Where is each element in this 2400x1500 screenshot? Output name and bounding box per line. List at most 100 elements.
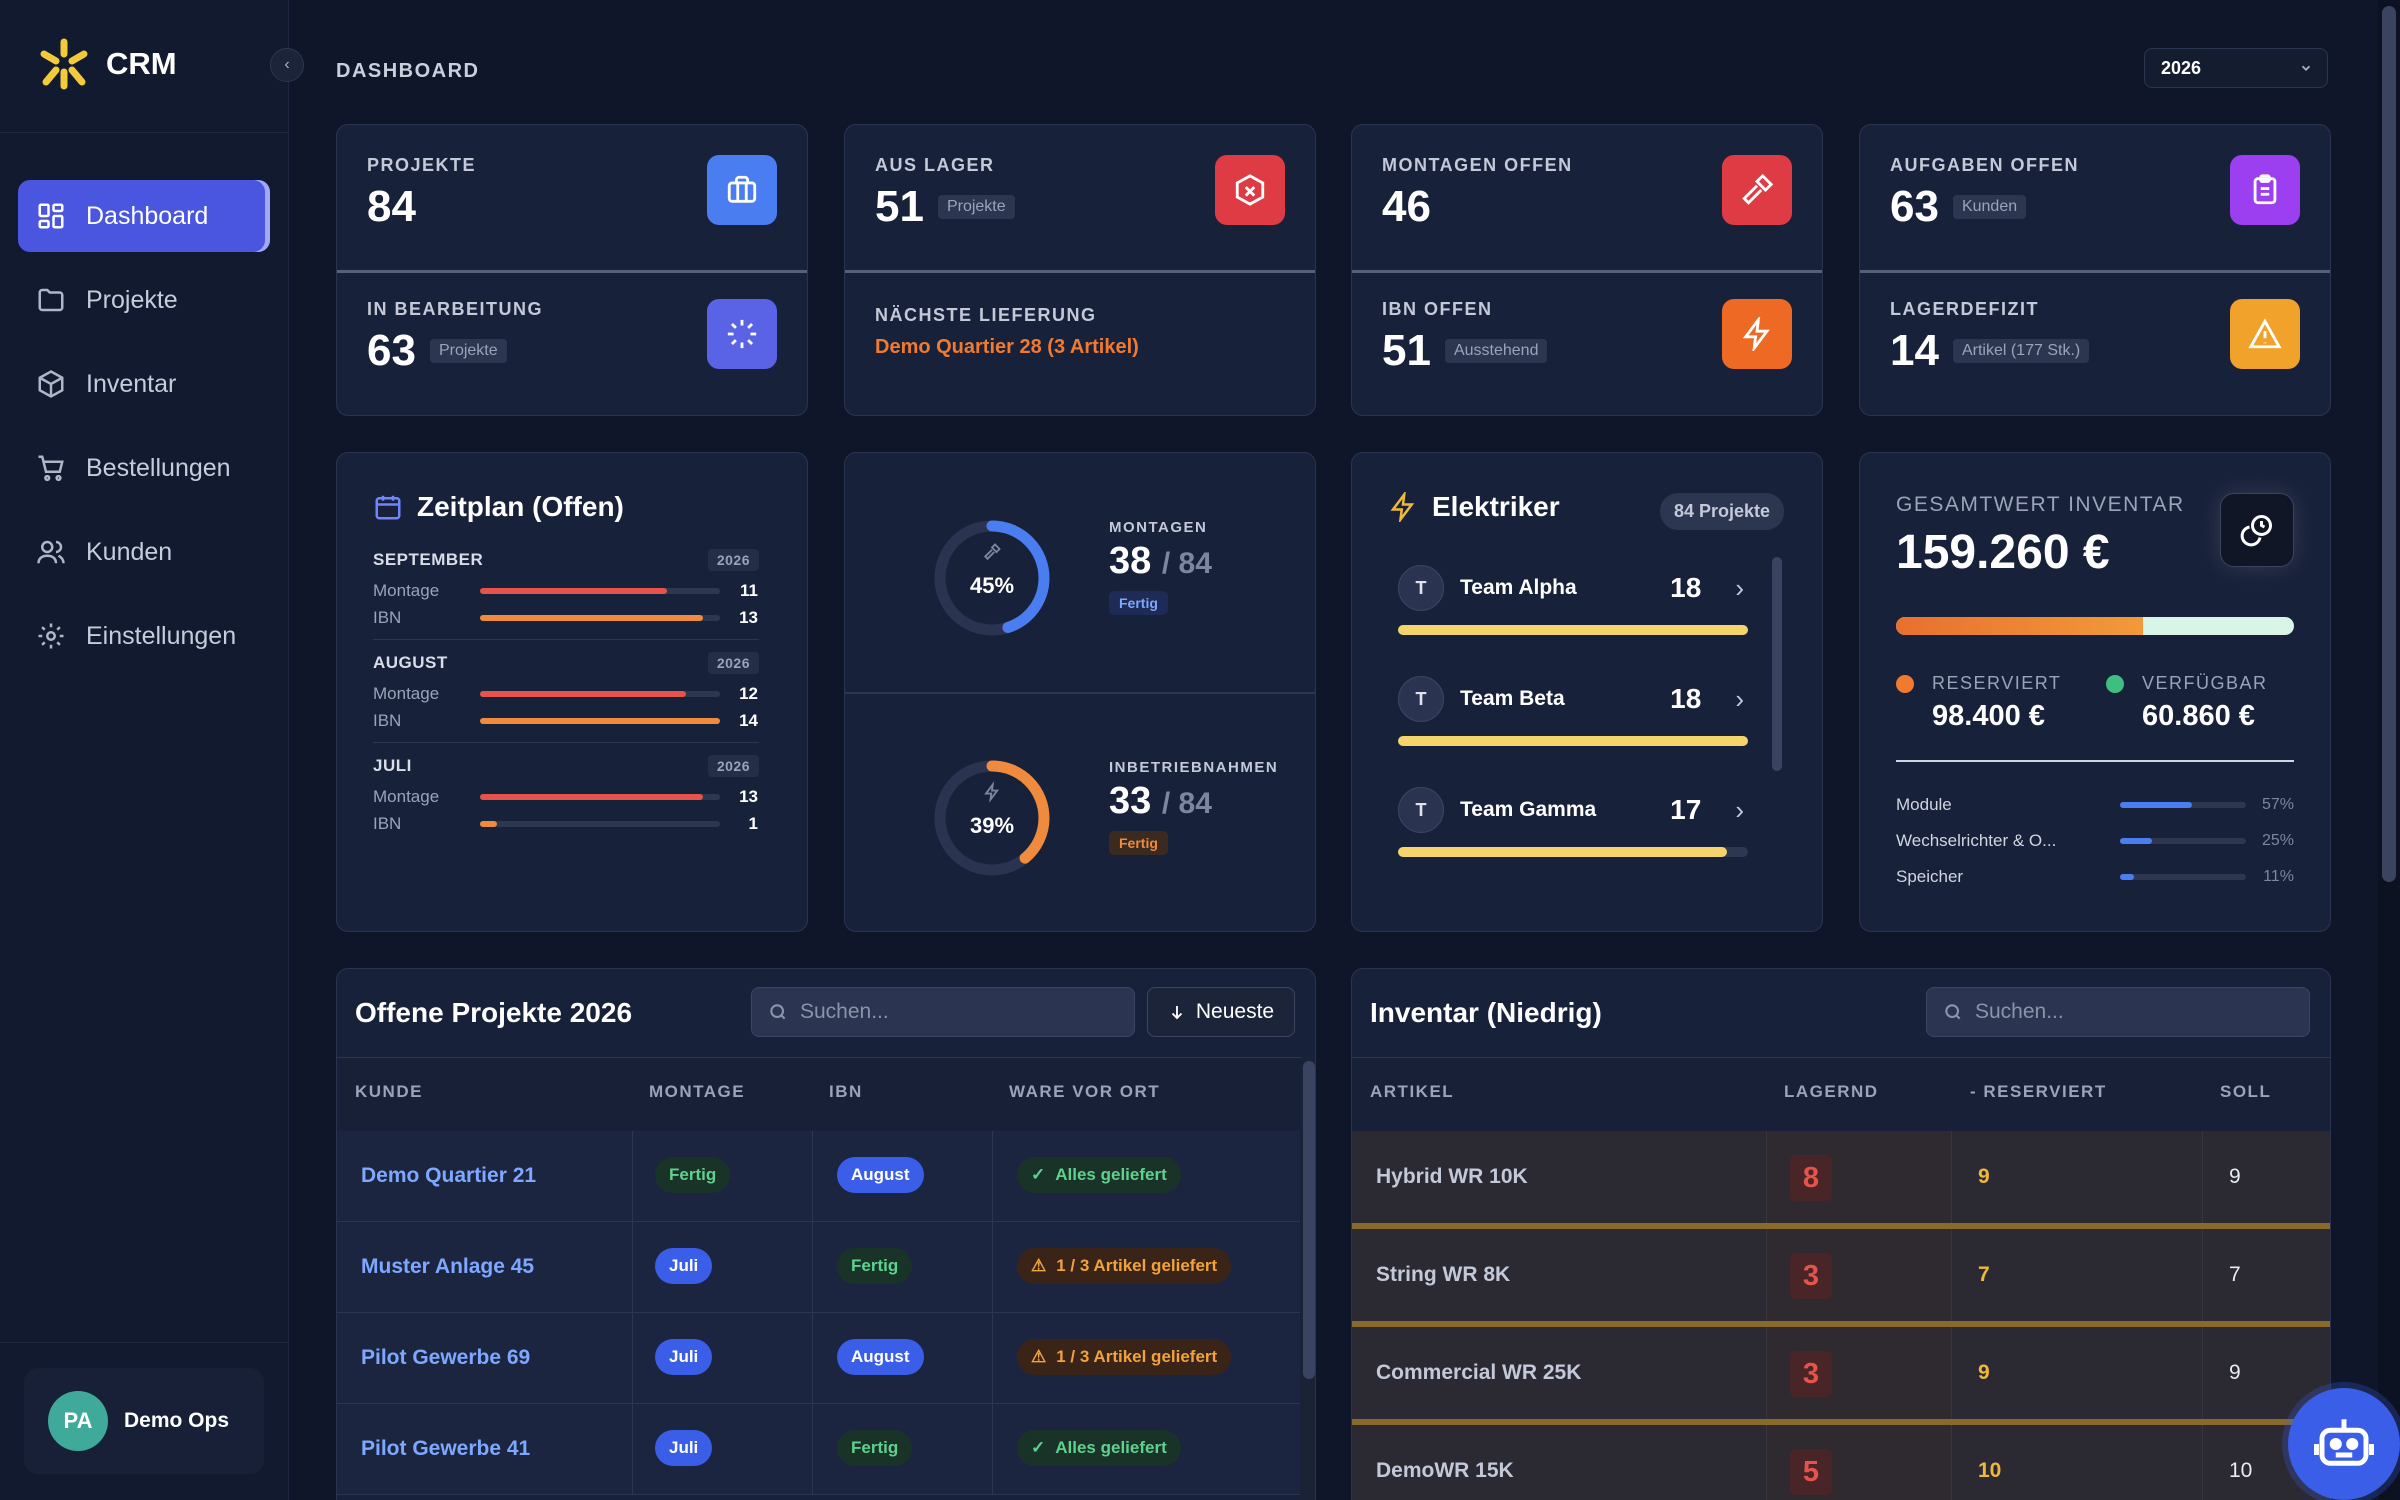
sort-label: Neueste <box>1195 1000 1275 1023</box>
column-header: IBN <box>829 1082 863 1101</box>
page-scrollbar[interactable] <box>2382 6 2396 882</box>
schedule-row: Montage 11 <box>373 577 759 604</box>
customer-link[interactable]: Demo Quartier 21 <box>361 1164 537 1187</box>
column-divider <box>992 1404 993 1494</box>
sidebar-item-label: Kunden <box>86 537 173 566</box>
progress-inbetriebnahmen[interactable]: 39% INBETRIEBNAHMEN 33 / 84 Fertig <box>845 693 1315 931</box>
stat-tag: Ausstehend <box>1444 339 1548 363</box>
sidebar-item-inventar[interactable]: Inventar <box>18 348 270 420</box>
next-delivery-link[interactable]: Demo Quartier 28 (3 Artikel) <box>875 336 1139 358</box>
montage-badge: Fertig <box>655 1157 731 1193</box>
table-row[interactable]: Hybrid WR 10K 8 9 9 <box>1352 1131 2330 1229</box>
sidebar-item-einstellungen[interactable]: Einstellungen <box>18 600 270 672</box>
user-name: Demo Ops <box>124 1409 230 1432</box>
stat-value: 63 <box>367 326 416 375</box>
stat-tag: Kunden <box>1952 195 2027 219</box>
schedule-bar <box>480 614 720 621</box>
column-header: KUNDE <box>355 1082 423 1101</box>
progress-montagen[interactable]: 45% MONTAGEN 38 / 84 Fertig <box>845 453 1315 693</box>
robot-icon <box>2314 1419 2374 1466</box>
column-divider <box>632 1404 633 1494</box>
available-value: 60.860 € <box>2142 700 2255 732</box>
schedule-row-value: 14 <box>739 710 758 730</box>
sidebar-item-projekte[interactable]: Projekte <box>18 264 270 336</box>
team-progress-bar <box>1398 847 1748 857</box>
reserved-legend: RESERVIERT 98.400 € <box>1896 673 2061 733</box>
user-card[interactable]: PA Demo Ops <box>24 1368 264 1474</box>
table-row[interactable]: Pilot Gewerbe 69 Juli August ⚠ 1 / 3 Artikel… <box>337 1313 1300 1404</box>
year-select[interactable]: 2026 <box>2144 48 2328 88</box>
sun-logo-icon <box>40 38 88 90</box>
schedule-row: Montage 12 <box>373 680 759 707</box>
customer-link[interactable]: Pilot Gewerbe 41 <box>361 1437 531 1460</box>
progress-value: 33 <box>1109 780 1152 822</box>
table-row[interactable]: Pilot Gewerbe 41 Juli Fertig ✓ Alles geliefe… <box>337 1404 1300 1495</box>
app-logo[interactable]: CRM <box>36 36 177 92</box>
projects-table-title: Offene Projekte 2026 <box>355 997 633 1028</box>
sidebar-item-bestellungen[interactable]: Bestellungen <box>18 432 270 504</box>
stat-ibn-offen[interactable]: IBN OFFEN 51 Ausstehend <box>1352 273 1822 415</box>
stat-projekte[interactable]: PROJEKTE 84 <box>337 125 807 270</box>
category-name: Wechselrichter & O... <box>1896 831 2057 850</box>
table-row[interactable]: Muster Anlage 45 Juli Fertig ⚠ 1 / 3 Artikel… <box>337 1222 1300 1313</box>
coins-icon[interactable] <box>2220 493 2294 567</box>
inventory-value-total: 159.260 € <box>1896 526 2110 579</box>
stat-value: 14 <box>1890 326 1939 375</box>
table-row[interactable]: String WR 8K 3 7 7 <box>1352 1229 2330 1327</box>
montage-badge: Juli <box>655 1248 713 1284</box>
team-row[interactable]: T Team Gamma 17 › <box>1398 787 1748 857</box>
stat-montagen-offen[interactable]: MONTAGEN OFFEN 46 <box>1352 125 1822 270</box>
sidebar-divider <box>0 1342 289 1343</box>
category-row: Speicher 11% <box>1896 859 2294 895</box>
projects-search-input[interactable]: Suchen... <box>751 987 1135 1037</box>
schedule-row-value: 1 <box>748 813 758 833</box>
inventory-search-input[interactable]: Suchen... <box>1926 987 2310 1037</box>
chevron-left-icon: ‹ <box>284 56 290 73</box>
table-row[interactable]: Demo Quartier 21 Fertig August ✓ Alles gelie… <box>337 1131 1300 1222</box>
table-row[interactable]: Commercial WR 25K 3 9 9 <box>1352 1327 2330 1425</box>
stat-label: AUS LAGER <box>875 155 995 175</box>
stock-value: 5 <box>1790 1449 1832 1495</box>
column-divider <box>632 1222 633 1312</box>
schedule-row-label: Montage <box>373 580 440 600</box>
table-scrollbar[interactable] <box>1303 1061 1315 1379</box>
zap-icon <box>1722 299 1792 369</box>
team-list-scrollbar[interactable] <box>1772 557 1782 771</box>
gear-icon <box>38 623 64 649</box>
year-badge: 2026 <box>707 549 759 571</box>
column-divider <box>992 1131 993 1221</box>
sidebar-item-dashboard[interactable]: Dashboard <box>18 180 270 252</box>
donut-percent: 39% <box>970 813 1014 838</box>
column-divider <box>2202 1229 2203 1321</box>
delivery-status-text: Alles geliefert <box>1055 1165 1167 1184</box>
team-row[interactable]: T Team Alpha 18 › <box>1398 565 1748 635</box>
app-name: CRM <box>106 46 177 81</box>
reserved-value: 9 <box>1978 1165 1990 1188</box>
sidebar-item-kunden[interactable]: Kunden <box>18 516 270 588</box>
category-bar <box>2120 874 2246 880</box>
schedule-bar-fill <box>480 614 704 621</box>
stat-value: 46 <box>1382 182 1431 231</box>
stat-in-bearbeitung[interactable]: IN BEARBEITUNG 63 Projekte <box>337 273 807 415</box>
team-row[interactable]: T Team Beta 18 › <box>1398 676 1748 746</box>
alert-triangle-icon: ⚠ <box>1031 1347 1047 1366</box>
sidebar-item-label: Einstellungen <box>86 621 237 650</box>
assistant-button[interactable] <box>2288 1388 2400 1500</box>
stat-card-aufgaben: AUFGABEN OFFEN 63 Kunden LAGERDEFIZIT 14 A… <box>1859 124 2331 416</box>
stat-naechste-lieferung[interactable]: NÄCHSTE LIEFERUNG Demo Quartier 28 (3 Ar… <box>845 273 1315 415</box>
column-header: WARE VOR ORT <box>1009 1082 1161 1101</box>
donut-progress-arc <box>934 760 1050 876</box>
sidebar-item-label: Projekte <box>86 285 178 314</box>
customer-link[interactable]: Pilot Gewerbe 69 <box>361 1346 531 1369</box>
stat-aus-lager[interactable]: AUS LAGER 51 Projekte <box>845 125 1315 270</box>
box-icon <box>38 370 64 398</box>
montagen-donut: 45% <box>934 520 1050 636</box>
sort-newest-button[interactable]: Neueste <box>1147 987 1295 1037</box>
article-name: Commercial WR 25K <box>1376 1361 1582 1384</box>
customer-link[interactable]: Muster Anlage 45 <box>361 1255 535 1278</box>
table-row[interactable]: DemoWR 15K 5 10 10 <box>1352 1425 2330 1500</box>
stat-aufgaben-offen[interactable]: AUFGABEN OFFEN 63 Kunden <box>1860 125 2330 270</box>
sidebar-collapse-button[interactable]: ‹ <box>270 48 304 82</box>
stat-lagerdefizit[interactable]: LAGERDEFIZIT 14 Artikel (177 Stk.) <box>1860 273 2330 415</box>
sidebar: CRM Dashboard Projekte Inventar Bestellu… <box>0 0 289 1500</box>
